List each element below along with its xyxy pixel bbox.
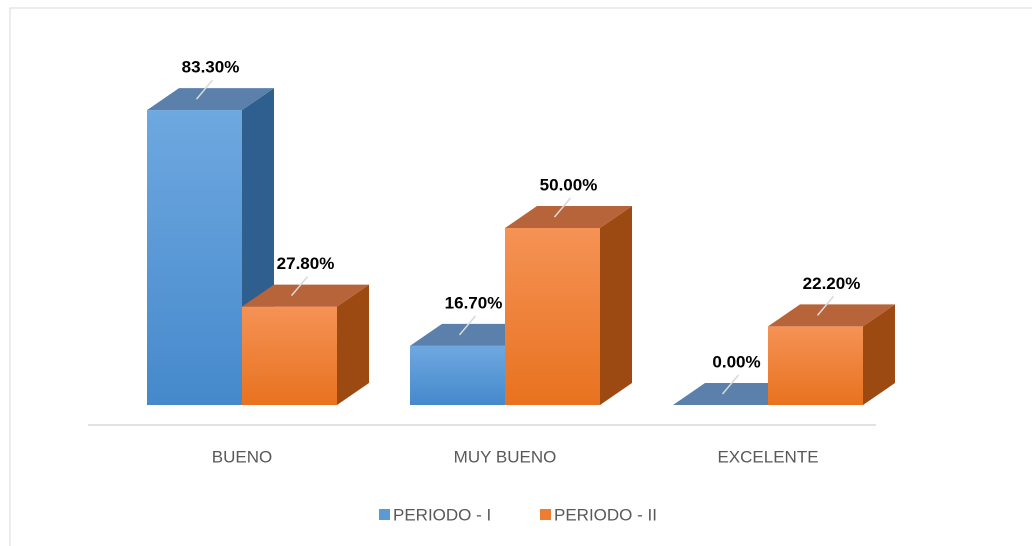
leader-line [195,79,214,100]
legend-label: PERIODO - II [554,505,657,524]
leader-line [721,374,740,395]
value-label: 22.20% [803,274,861,293]
bar [242,306,337,405]
bar-top [768,304,895,327]
value-label: 16.70% [445,293,503,312]
value-label: 83.30% [182,58,240,77]
leader-line [458,315,477,336]
x-tick-label: BUENO [212,447,272,466]
legend-label: PERIODO - I [393,505,491,524]
bar [505,228,600,405]
bar [410,345,505,405]
bar-top [147,88,274,111]
value-label: 27.80% [277,254,335,273]
bar-top [242,284,369,307]
legend-swatch [540,509,551,520]
leader-line [290,276,309,297]
bar [768,326,863,405]
frame [9,7,1032,546]
bar-side [337,284,369,405]
legend-swatch [379,509,390,520]
bar-top [505,206,632,228]
bar-side [863,304,895,405]
bar [147,110,242,406]
bar-side [600,206,632,405]
x-tick-label: MUY BUENO [454,447,557,466]
value-label: 50.00% [540,175,598,194]
x-tick-label: EXCELENTE [717,447,818,466]
leader-line [553,197,572,218]
leader-line [816,295,835,316]
value-label: 0.00% [712,352,760,371]
